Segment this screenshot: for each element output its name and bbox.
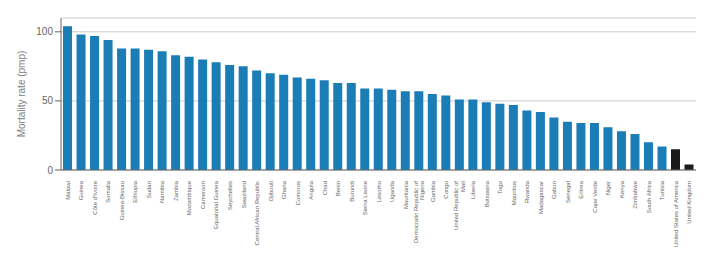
svg-text:Namibia: Namibia: [159, 180, 165, 203]
svg-text:Guinea-Bissau: Guinea-Bissau: [119, 181, 125, 220]
svg-text:Liberia: Liberia: [470, 180, 476, 199]
svg-text:Angola: Angola: [308, 180, 314, 199]
svg-text:Malawi: Malawi: [65, 181, 71, 200]
svg-text:Togo: Togo: [497, 180, 503, 194]
svg-text:Gabon: Gabon: [551, 181, 557, 199]
svg-text:Botswana: Botswana: [484, 180, 490, 207]
svg-text:Uganda: Uganda: [389, 180, 395, 202]
svg-text:Cape Verde: Cape Verde: [592, 180, 598, 212]
svg-text:Seychelles: Seychelles: [227, 181, 233, 210]
svg-text:Côte d’Ivoire: Côte d’Ivoire: [92, 180, 98, 214]
svg-text:Ethiopia: Ethiopia: [132, 180, 138, 202]
svg-text:Cameroon: Cameroon: [200, 181, 206, 209]
svg-text:Djibouti: Djibouti: [268, 181, 274, 201]
svg-text:Madagascar: Madagascar: [538, 181, 544, 214]
svg-text:Tunisia: Tunisia: [659, 180, 665, 200]
svg-text:United States of America: United States of America: [673, 180, 679, 247]
svg-text:Democratic Republic ofNigeria: Democratic Republic ofNigeria: [413, 180, 426, 243]
svg-text:Kenya: Kenya: [619, 180, 625, 198]
svg-text:Sierra Leone: Sierra Leone: [362, 180, 368, 215]
svg-text:United Republic ofMali: United Republic ofMali: [453, 181, 466, 230]
svg-text:Lesotho: Lesotho: [376, 180, 382, 202]
svg-text:Zimbabwe: Zimbabwe: [632, 180, 638, 208]
svg-text:Gambia: Gambia: [430, 180, 436, 202]
svg-text:100: 100: [36, 26, 53, 37]
svg-text:Chad: Chad: [322, 181, 328, 195]
svg-text:Mauritania: Mauritania: [403, 180, 409, 209]
svg-text:Guinea: Guinea: [78, 180, 84, 200]
svg-text:50: 50: [42, 95, 54, 106]
svg-text:Swaziland: Swaziland: [240, 181, 246, 208]
svg-text:Mortality rate (pmp): Mortality rate (pmp): [16, 51, 27, 138]
svg-text:0: 0: [47, 165, 53, 176]
svg-text:Somalia: Somalia: [105, 180, 111, 202]
svg-text:Eritrea: Eritrea: [578, 180, 584, 198]
svg-text:Benin: Benin: [335, 181, 341, 196]
svg-text:Central African Republic: Central African Republic: [254, 181, 260, 245]
svg-text:Niger: Niger: [605, 181, 611, 195]
svg-text:Comoros: Comoros: [295, 181, 301, 205]
svg-text:Rwanda: Rwanda: [524, 180, 530, 203]
svg-text:United Kingdom: United Kingdom: [686, 181, 692, 224]
svg-text:Mauritius: Mauritius: [511, 181, 517, 205]
svg-text:Mozambique: Mozambique: [186, 180, 192, 215]
svg-text:Ghana: Ghana: [281, 180, 287, 199]
svg-text:Zambia: Zambia: [173, 180, 179, 201]
svg-text:Sudan: Sudan: [146, 181, 152, 198]
svg-text:Congo: Congo: [443, 180, 449, 198]
svg-text:South Africa: South Africa: [646, 180, 652, 213]
svg-text:Equatorial Guinea: Equatorial Guinea: [213, 180, 219, 229]
svg-text:Burundi: Burundi: [349, 181, 355, 202]
svg-text:Senegal: Senegal: [565, 181, 571, 203]
